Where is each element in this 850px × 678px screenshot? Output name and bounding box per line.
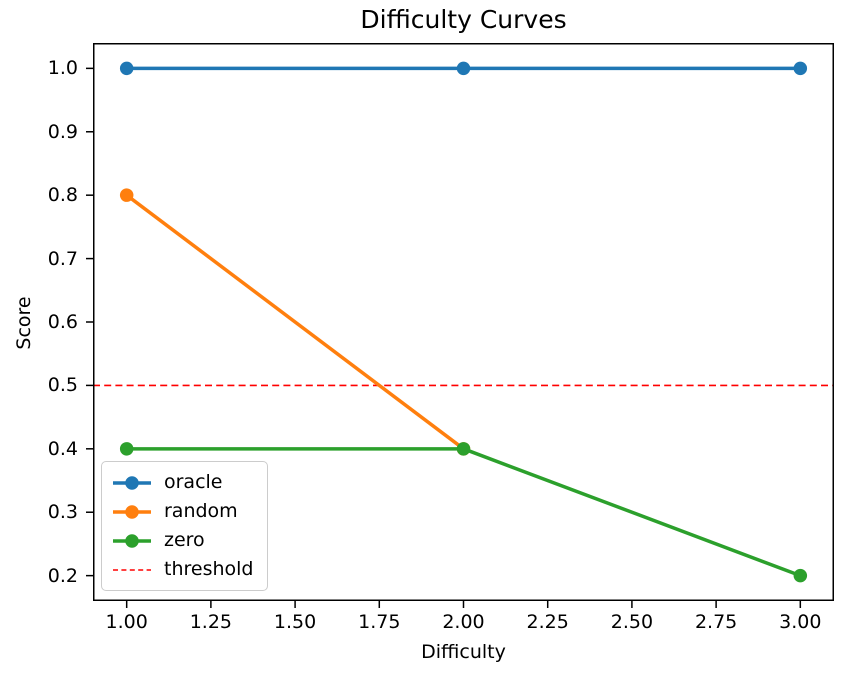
x-tick-label: 2.00 [442, 611, 485, 633]
legend-sample-random [113, 504, 151, 519]
x-tick-label: 3.00 [779, 611, 822, 633]
y-tick-label: 0.2 [47, 564, 78, 587]
legend-label: oracle [164, 471, 223, 493]
legend-sample-oracle [113, 475, 151, 490]
y-tick-label: 0.9 [47, 120, 78, 143]
plot-canvas [86, 43, 834, 608]
series-line-random [125, 193, 465, 451]
y-tick-label: 0.5 [47, 374, 78, 397]
legend-item-threshold: threshold [112, 556, 253, 583]
y-tick-label: 1.0 [47, 57, 78, 80]
legend-item-zero: zero [112, 527, 253, 554]
series-marker-random [119, 188, 134, 202]
y-tick-label: 0.6 [47, 311, 78, 333]
x-tick-label: 2.50 [610, 611, 654, 633]
y-tick-label: 0.7 [47, 247, 78, 270]
series-marker-oracle [119, 61, 134, 76]
series-marker-zero [119, 442, 134, 456]
chart-title: Difficulty Curves [360, 5, 567, 34]
x-tick-label: 1.25 [189, 611, 233, 633]
plot-area: oracle random zero threshold [86, 43, 834, 608]
legend-sample-zero [113, 533, 151, 548]
legend: oracle random zero threshold [101, 461, 269, 591]
series-marker-zero [793, 568, 808, 583]
legend-item-random: random [112, 498, 253, 525]
series-marker-oracle [793, 61, 808, 76]
x-axis-label: Difficulty [421, 641, 506, 663]
x-tick-label: 1.00 [105, 611, 148, 633]
legend-label: zero [164, 529, 205, 551]
legend-label: random [164, 500, 238, 522]
x-tick-label: 2.25 [526, 611, 569, 633]
x-tick-label: 1.75 [358, 611, 401, 633]
y-tick-label: 0.4 [47, 437, 78, 460]
plot-border [93, 43, 834, 601]
y-tick-label: 0.8 [47, 184, 78, 207]
legend-item-oracle: oracle [112, 469, 253, 496]
series-marker-oracle [456, 61, 471, 76]
legend-sample-threshold [113, 568, 151, 571]
x-tick-label: 2.75 [694, 611, 738, 633]
legend-label: threshold [164, 558, 254, 580]
y-tick-label: 0.3 [47, 501, 78, 524]
x-tick-label: 1.50 [273, 611, 317, 633]
series-marker-zero [456, 442, 471, 456]
